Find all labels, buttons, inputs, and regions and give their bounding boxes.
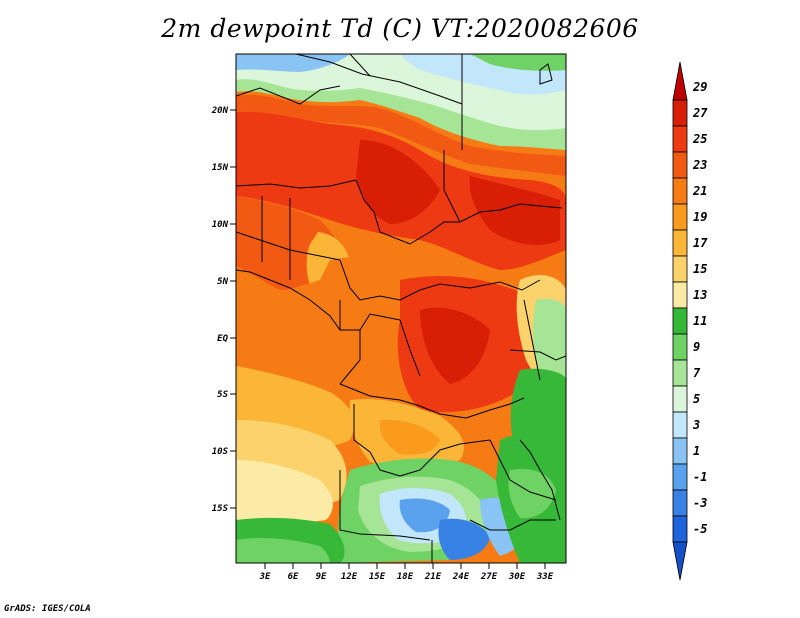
lat-label: EQ — [217, 334, 228, 344]
colorbar-label: 21 — [692, 184, 707, 198]
lon-label: 15E — [369, 572, 386, 582]
colorbar-segment — [672, 333, 688, 361]
colorbar-label: 25 — [692, 132, 707, 146]
colorbar-label: 5 — [693, 392, 700, 406]
map-title: 2m dewpoint Td (C) VT:2020082606 — [161, 14, 639, 43]
colorbar-segment — [672, 99, 688, 127]
colorbar-segment — [672, 359, 688, 387]
colorbar-label: 27 — [692, 106, 708, 120]
country-borders — [236, 54, 566, 563]
colorbar-segment — [672, 229, 688, 257]
lat-label: 15N — [212, 163, 229, 173]
lon-label: 24E — [452, 572, 470, 582]
colorbar-label: 17 — [693, 236, 708, 250]
longitude-axis: 3E 6E 9E 12E 15E 18E 21E 24E 27E 30E 33E — [259, 563, 554, 582]
colorbar-segment — [672, 125, 688, 153]
colorbar-segment — [672, 463, 688, 491]
lon-label: 27E — [480, 572, 498, 582]
lat-label: 5S — [217, 390, 228, 400]
lon-label: 12E — [341, 572, 358, 582]
colorbar-label: 9 — [693, 340, 700, 354]
colorbar-label: 19 — [693, 210, 707, 224]
lon-label: 30E — [508, 572, 526, 582]
colorbar-segment — [672, 411, 688, 439]
colorbar-label: 29 — [692, 80, 707, 94]
lat-label: 10N — [212, 220, 229, 230]
lon-label: 21E — [424, 572, 442, 582]
colorbar-label: 23 — [692, 158, 707, 172]
colorbar-segment — [672, 203, 688, 231]
colorbar-segment — [672, 385, 688, 413]
lat-label: 10S — [212, 447, 229, 457]
colorbar-segment — [672, 255, 688, 283]
colorbar-segment — [672, 61, 688, 101]
lon-label: 33E — [536, 572, 554, 582]
map-frame — [235, 53, 567, 564]
colorbar-label: -5 — [693, 522, 707, 536]
colorbar-segment — [672, 151, 688, 179]
latitude-axis: 20N 15N 10N 5N EQ 5S 10S 15S — [211, 106, 236, 514]
colorbar-segment — [672, 307, 688, 335]
colorbar-segment — [672, 437, 688, 465]
colorbar-label: 3 — [692, 418, 700, 432]
colorbar-label: 15 — [693, 262, 707, 276]
lon-label: 9E — [316, 572, 327, 582]
lat-label: 15S — [212, 504, 229, 514]
colorbar-label: -1 — [693, 470, 707, 484]
lat-label: 5N — [217, 277, 228, 287]
lat-label: 20N — [211, 106, 229, 116]
colorbar-label: 11 — [693, 314, 707, 328]
colorbar-segment — [672, 281, 688, 309]
colorbar-segment — [672, 489, 688, 517]
colorbar: 29 27 25 23 21 19 17 15 13 11 9 7 5 3 1 -1 -3 -5 — [672, 61, 708, 581]
lon-label: 3E — [259, 572, 271, 582]
colorbar-segment — [672, 515, 688, 543]
colorbar-label: 7 — [693, 366, 701, 380]
dewpoint-field — [236, 54, 566, 563]
lon-label: 6E — [288, 572, 299, 582]
colorbar-label: -3 — [693, 496, 707, 510]
colorbar-segment — [672, 177, 688, 205]
colorbar-label: 1 — [693, 444, 700, 458]
credit-text: GrADS: IGES/COLA — [4, 604, 91, 614]
colorbar-segment — [672, 541, 688, 581]
colorbar-label: 13 — [693, 288, 707, 302]
lon-label: 18E — [397, 572, 414, 582]
